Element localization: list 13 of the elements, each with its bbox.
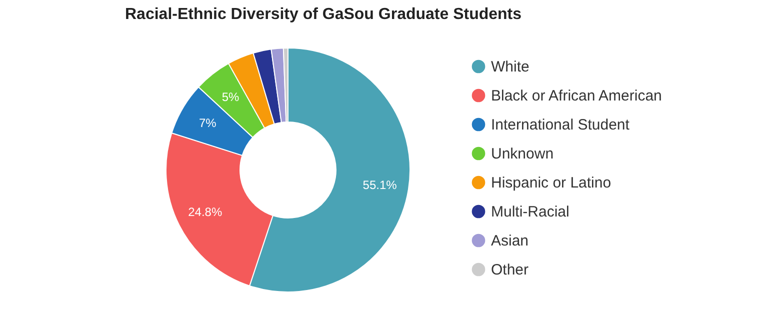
data-label: 5% (222, 90, 240, 104)
chart-title: Racial-Ethnic Diversity of GaSou Graduate Students (125, 6, 522, 23)
legend-label: White (491, 58, 530, 76)
legend-label: International Student (491, 116, 630, 134)
legend-label: Multi-Racial (491, 204, 570, 220)
data-label: 24.8% (188, 205, 222, 220)
legend-label: Black or African American (491, 88, 662, 104)
data-label: 55.1% (362, 178, 398, 192)
legend-label: Hispanic or Latino (491, 174, 612, 192)
legend-label: Asian (491, 232, 529, 250)
data-label: 7% (198, 116, 217, 130)
legend-label: Other (491, 262, 529, 278)
legend-label: Unknown (491, 146, 554, 162)
